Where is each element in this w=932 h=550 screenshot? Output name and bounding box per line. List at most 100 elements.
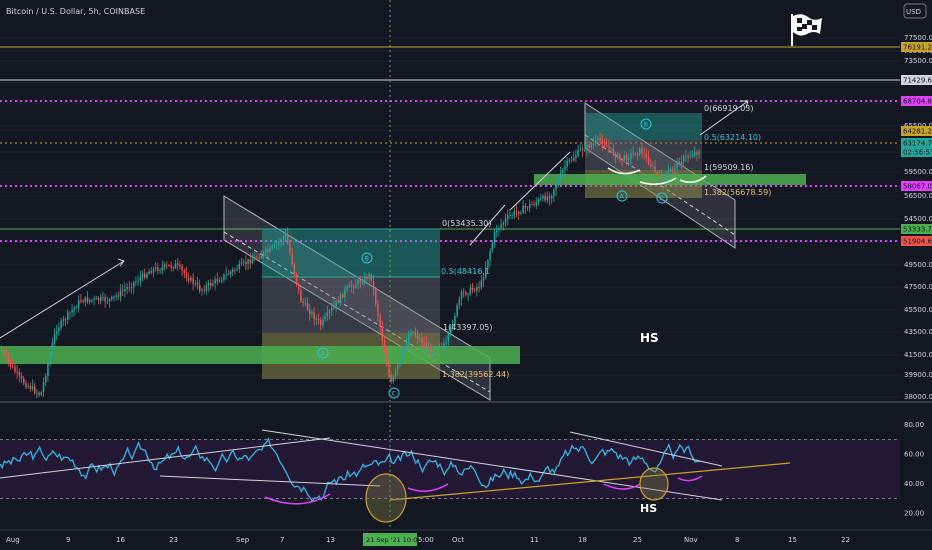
time-axis[interactable]: Aug 9 16 23 Sep 7 13 Oct 11 18 25 Nov 8 15 22 <box>6 536 850 544</box>
candle <box>652 161 654 171</box>
candle <box>60 317 62 331</box>
fib-label-1-left: 1(43397.05) <box>443 323 493 332</box>
trend-lines[interactable] <box>0 100 749 339</box>
price-tick-label: 59500.00 <box>904 168 932 176</box>
rsi-axis[interactable]: 80.00 60.00 40.00 20.00 <box>904 421 924 518</box>
candle <box>678 157 681 166</box>
candle <box>498 226 500 237</box>
candle <box>511 212 513 219</box>
candle <box>278 237 280 250</box>
candle <box>223 273 225 283</box>
candle <box>172 265 175 272</box>
candle <box>225 266 227 281</box>
candle <box>243 258 245 267</box>
candle <box>71 303 73 318</box>
candle <box>555 179 557 197</box>
rsi-pane[interactable]: HS <box>0 429 900 523</box>
candle <box>12 360 14 369</box>
candle <box>64 316 67 327</box>
candle <box>625 152 628 166</box>
candle <box>157 262 159 275</box>
candle <box>271 244 274 251</box>
candle <box>364 271 366 286</box>
candle <box>518 210 520 220</box>
candle <box>355 279 357 289</box>
candle <box>232 267 234 277</box>
candle <box>337 296 340 304</box>
candle <box>597 135 599 147</box>
currency-badge[interactable]: USD <box>903 3 927 19</box>
candle <box>603 138 606 149</box>
candle <box>62 315 65 326</box>
candle <box>247 258 249 270</box>
candle <box>694 146 696 159</box>
candle <box>383 335 386 354</box>
candle <box>526 205 529 212</box>
candle <box>650 158 652 169</box>
candle <box>515 204 518 218</box>
candle <box>535 197 538 210</box>
candlestick-series[interactable] <box>1 132 700 399</box>
candle <box>676 157 678 175</box>
rsi-tick-label: 80.00 <box>904 421 924 429</box>
horizontal-levels[interactable] <box>0 46 900 242</box>
candle <box>520 210 522 216</box>
time-tick-label: 7 <box>280 536 284 544</box>
time-tick-label: 15 <box>788 536 797 544</box>
candle <box>139 271 142 287</box>
price-label-badge: 71429.69 <box>901 75 932 85</box>
candle <box>14 362 16 374</box>
candle <box>240 257 243 266</box>
candle <box>97 296 100 305</box>
candle <box>478 281 480 293</box>
candle <box>476 283 478 297</box>
candle <box>542 193 544 202</box>
price-tick-label: 49500.00 <box>904 261 932 269</box>
candle <box>575 149 577 163</box>
price-label-text: 63174.74 <box>903 140 932 148</box>
price-tick-label: 38000.00 <box>904 393 932 401</box>
candle <box>251 253 254 265</box>
candle <box>553 188 555 202</box>
candle <box>482 272 485 288</box>
candle <box>106 296 109 305</box>
candle <box>313 307 315 326</box>
candle <box>249 253 252 269</box>
candle <box>331 302 333 316</box>
candle <box>203 285 205 294</box>
candle <box>474 287 476 293</box>
candle <box>185 266 188 282</box>
candle <box>152 266 155 278</box>
candle <box>324 312 326 322</box>
candle <box>1 345 3 354</box>
candle <box>390 371 392 385</box>
candle <box>643 147 645 160</box>
time-tick-label: 23 <box>169 536 178 544</box>
fib-label-0-right: 0(66919.03) <box>704 104 754 113</box>
candle <box>366 273 368 283</box>
candle <box>276 240 278 250</box>
candle <box>146 271 148 280</box>
candle <box>447 331 450 347</box>
candle <box>559 166 562 182</box>
candle <box>141 270 144 282</box>
candle <box>691 150 694 158</box>
candle <box>311 309 313 318</box>
candle <box>687 153 689 163</box>
candle <box>119 283 122 302</box>
price-label-badge: 53333.76 <box>901 224 932 234</box>
candle <box>236 265 238 272</box>
candle <box>370 273 373 284</box>
candle <box>67 309 69 325</box>
svg-text:A: A <box>620 193 625 201</box>
candle <box>69 311 71 320</box>
candle <box>399 356 401 367</box>
crosshair-time-text: 5:00 <box>418 536 434 544</box>
candle <box>489 247 491 267</box>
price-label-badge: 76191.26 <box>901 42 932 52</box>
candle <box>9 359 12 370</box>
chart-annotations: 0(53435.30) 0.5(48416.1 1(43397.05) 1.38… <box>441 104 771 379</box>
candle <box>672 166 674 175</box>
candle <box>430 342 432 355</box>
